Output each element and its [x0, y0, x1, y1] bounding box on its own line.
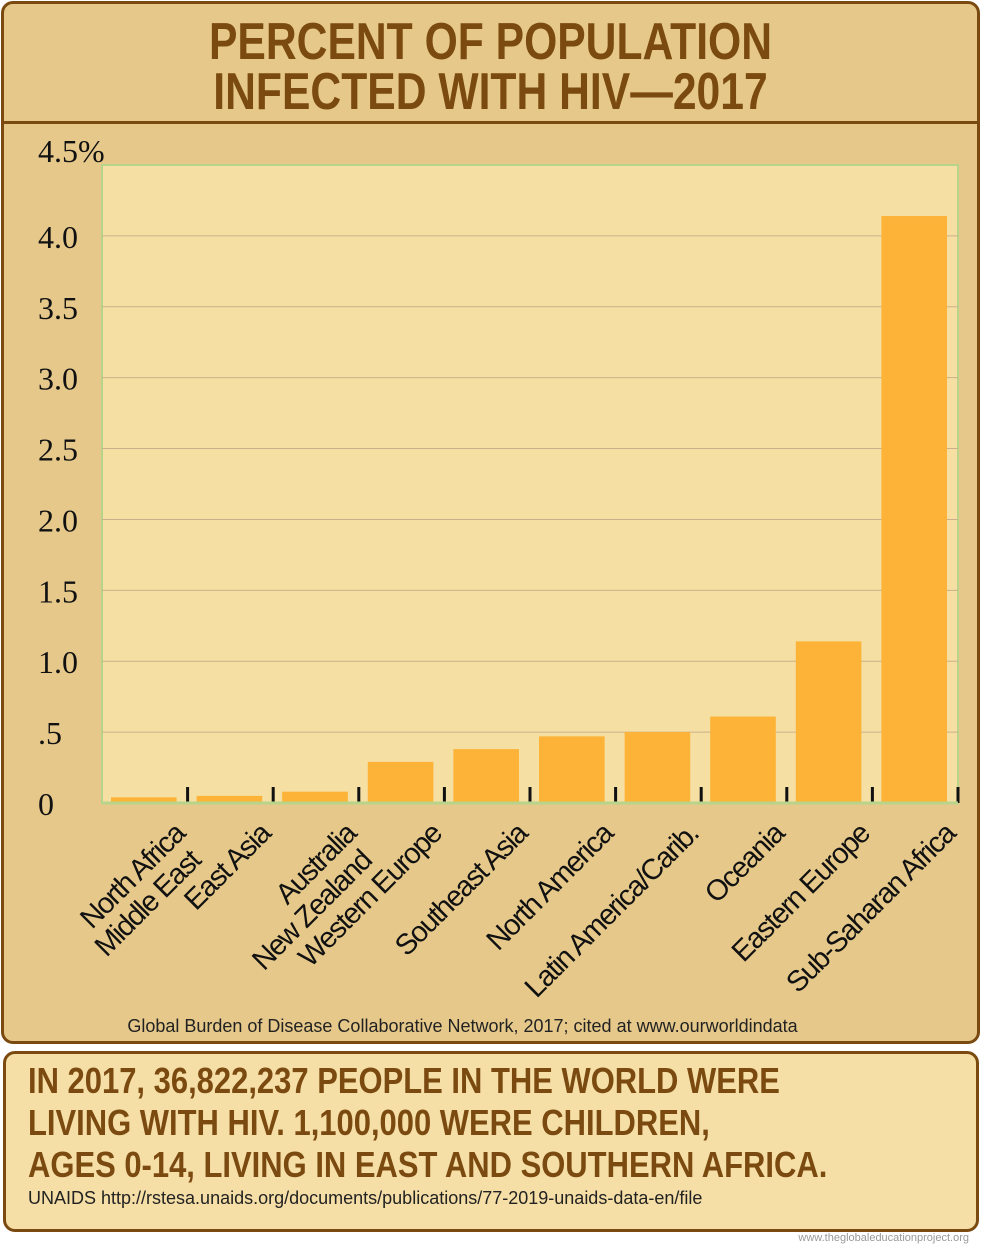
- x-tick: [870, 787, 874, 803]
- bar: [795, 641, 862, 803]
- x-tick: [785, 787, 789, 803]
- fact-panel: IN 2017, 36,822,237 PEOPLE IN THE WORLD …: [3, 1051, 979, 1232]
- y-tick-label: 2.5: [38, 432, 78, 468]
- bar-chart: 0.51.01.52.02.53.03.54.04.5%North Africa…: [38, 133, 963, 1004]
- bar: [111, 797, 177, 803]
- bar: [539, 736, 605, 803]
- y-tick-label: 4.0: [38, 219, 78, 255]
- title-divider: [4, 121, 977, 124]
- credit: www.theglobaleducationproject.org: [798, 1232, 969, 1244]
- bar: [624, 732, 691, 803]
- y-tick-label: 3.0: [38, 361, 78, 397]
- bar: [881, 216, 947, 804]
- y-tick-label: 1.0: [38, 644, 78, 680]
- y-tick-label: .5: [38, 715, 62, 751]
- bar: [196, 795, 263, 803]
- chart-source: Global Burden of Disease Collaborative N…: [127, 1016, 798, 1036]
- bar: [367, 761, 434, 803]
- y-tick-label: 3.5: [38, 290, 78, 326]
- bar: [282, 791, 348, 803]
- x-tick: [442, 787, 446, 803]
- bar: [453, 749, 519, 803]
- x-tick: [956, 787, 960, 803]
- y-tick-label: 0: [38, 786, 54, 822]
- x-tick: [614, 787, 618, 803]
- fact-line-2: LIVING WITH HIV. 1,100,000 WERE CHILDREN…: [28, 1102, 710, 1143]
- fact-source: UNAIDS http://rstesa.unaids.org/document…: [28, 1188, 703, 1208]
- x-tick: [271, 787, 275, 803]
- chart-title-line-1: PERCENT OF POPULATION: [208, 13, 773, 71]
- x-tick: [699, 787, 703, 803]
- y-tick-label: 1.5: [38, 573, 78, 609]
- chart-title-line-2: INFECTED WITH HIV—2017: [213, 63, 768, 121]
- x-tick: [186, 787, 190, 803]
- x-tick: [357, 787, 361, 803]
- y-tick-label: 4.5%: [38, 133, 105, 169]
- x-tick: [528, 787, 532, 803]
- y-tick-label: 2.0: [38, 502, 78, 538]
- bar: [710, 716, 776, 803]
- fact-line-1: IN 2017, 36,822,237 PEOPLE IN THE WORLD …: [28, 1060, 780, 1101]
- fact-line-3: AGES 0-14, LIVING IN EAST AND SOUTHERN A…: [28, 1144, 828, 1185]
